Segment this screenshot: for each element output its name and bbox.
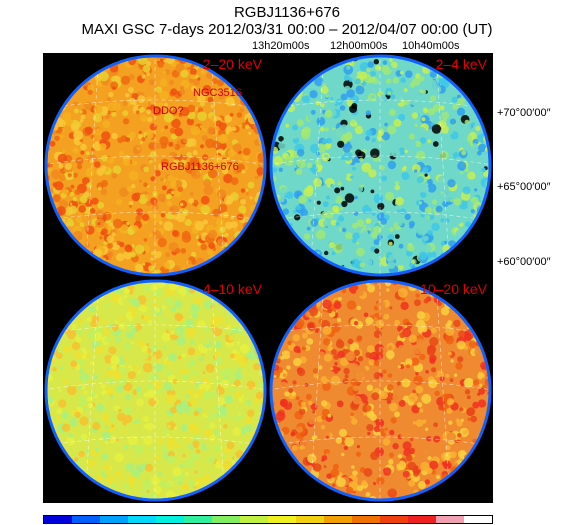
colorbar-segment bbox=[72, 516, 100, 523]
colorbar-segment bbox=[436, 516, 464, 523]
sky-map-2-4kev bbox=[269, 54, 492, 277]
colorbar-segment bbox=[44, 516, 72, 523]
colorbar-segment bbox=[296, 516, 324, 523]
map-panel-10-20kev: 10–20 keV bbox=[268, 278, 493, 503]
map-panel-2-20kev: 2–20 keV NGC3516 DDO? RGBJ1136+676 bbox=[43, 53, 268, 278]
colorbar-segment bbox=[324, 516, 352, 523]
source-label-ngc3516: NGC3516 bbox=[193, 87, 242, 99]
dec-label-3: +60°00′00″ bbox=[497, 256, 551, 268]
colorbar-segment bbox=[240, 516, 268, 523]
colorbar-segment bbox=[408, 516, 436, 523]
ra-label-2: 12h00m00s bbox=[330, 40, 388, 52]
observation-subtitle: MAXI GSC 7-days 2012/03/31 00:00 – 2012/… bbox=[81, 21, 493, 38]
colorbar-segment bbox=[128, 516, 156, 523]
sky-map-4-10kev bbox=[44, 279, 267, 502]
dec-label-1: +70°00′00″ bbox=[497, 107, 551, 119]
source-title: RGBJ1136+676 bbox=[233, 4, 341, 21]
sky-map-2-20kev bbox=[44, 54, 267, 277]
map-panel-2-4kev: 2–4 keV bbox=[268, 53, 493, 278]
sky-map-10-20kev bbox=[269, 279, 492, 502]
band-label: 2–20 keV bbox=[202, 56, 262, 72]
colorbar-segment bbox=[352, 516, 380, 523]
colorbar-segment bbox=[268, 516, 296, 523]
colorbar-segment bbox=[212, 516, 240, 523]
colorbar-segment bbox=[100, 516, 128, 523]
band-label: 4–10 keV bbox=[202, 281, 262, 297]
colorbar-segment bbox=[156, 516, 184, 523]
colorbar-segment bbox=[464, 516, 492, 523]
color-scale-bar bbox=[43, 515, 493, 524]
ra-label-3: 10h40m00s bbox=[402, 40, 460, 52]
colorbar-segment bbox=[380, 516, 408, 523]
source-label-ddo: DDO? bbox=[153, 105, 184, 117]
source-label-rgbj1136: RGBJ1136+676 bbox=[161, 161, 239, 173]
dec-label-2: +65°00′00″ bbox=[497, 181, 551, 193]
ra-label-1: 13h20m00s bbox=[252, 40, 310, 52]
band-label: 10–20 keV bbox=[420, 281, 487, 297]
map-panel-4-10kev: 4–10 keV bbox=[43, 278, 268, 503]
colorbar-segment bbox=[184, 516, 212, 523]
band-label: 2–4 keV bbox=[435, 56, 487, 72]
